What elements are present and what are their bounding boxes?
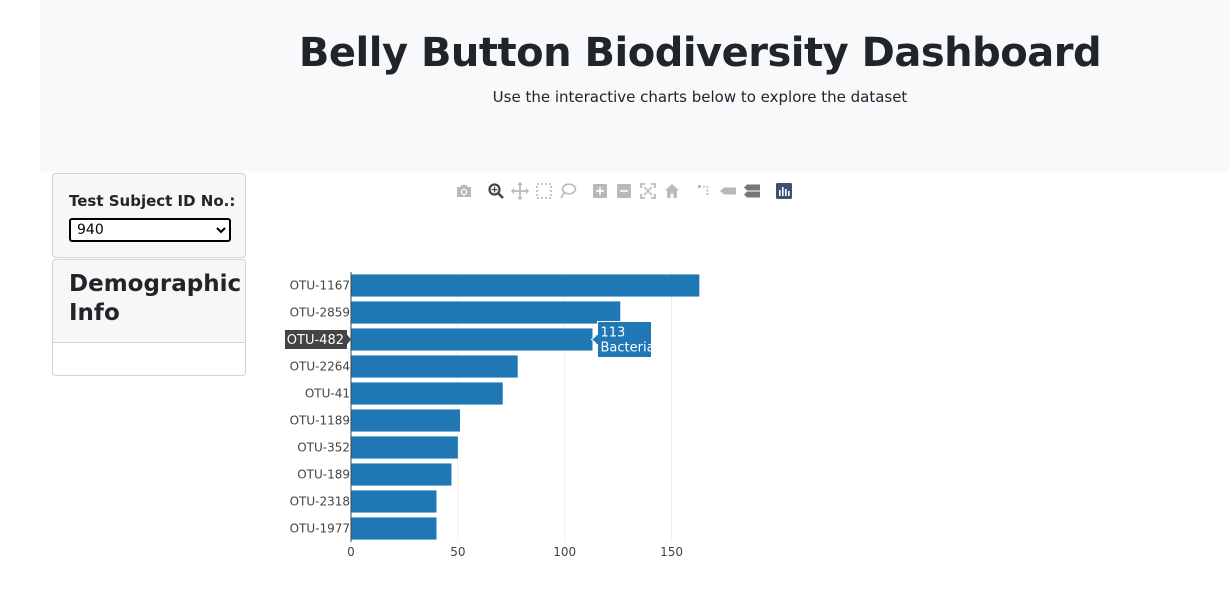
box-select-icon[interactable] [534,180,554,202]
x-tick-label: 150 [660,545,683,559]
x-tick-label: 100 [553,545,576,559]
bar-otu-1167[interactable] [351,274,700,297]
bar-otu-2859[interactable] [351,301,621,324]
subject-id-label: Test Subject ID No.: [69,192,236,210]
demographic-card-header: Demographic Info [53,260,245,343]
hover-tooltip-label: Bacteria [600,341,654,356]
bar-otu-41[interactable] [351,382,503,405]
camera-icon[interactable] [454,180,474,202]
y-tick-label: OTU-2318 [290,495,350,509]
hover-axis-label-arrow [347,334,351,345]
y-tick-label: OTU-1189 [290,414,350,428]
bar-otu-189[interactable] [351,463,452,486]
subject-id-select[interactable]: 940 [69,218,231,242]
y-tick-label: OTU-41 [305,387,350,401]
hover-compare-icon[interactable] [742,180,762,202]
y-tick-label: OTU-1167 [290,279,350,293]
y-tick-label: OTU-2859 [290,306,350,320]
bar-otu-2264[interactable] [351,355,518,378]
hover-axis-label-box [285,330,347,349]
home-icon[interactable] [662,180,682,202]
plotly-modebar [452,180,802,202]
autoscale-icon[interactable] [638,180,658,202]
bar-otu-2318[interactable] [351,490,437,513]
y-tick-label: OTU-2264 [290,360,350,374]
page-title: Belly Button Biodiversity Dashboard [298,30,1102,76]
page-subtitle: Use the interactive charts below to expl… [492,88,908,106]
subject-selector-card: Test Subject ID No.: 940 [52,173,246,258]
bar-otu-352[interactable] [351,436,458,459]
lasso-select-icon[interactable] [558,180,578,202]
x-tick-label: 50 [450,545,465,559]
plotly-logo-icon[interactable] [774,180,794,202]
y-tick-label: OTU-1977 [290,522,350,536]
y-tick-label: OTU-352 [297,441,350,455]
bar-otu-1977[interactable] [351,517,437,540]
y-tick-label: OTU-189 [297,468,350,482]
pan-icon[interactable] [510,180,530,202]
hover-closest-icon[interactable] [718,180,738,202]
zoom-icon[interactable] [486,180,506,202]
zoom-in-icon[interactable] [590,180,610,202]
spike-lines-icon[interactable] [694,180,714,202]
hover-tooltip-join [596,335,599,344]
hover-tooltip-value: 113 [600,326,625,341]
demographic-info-title: Demographic Info [69,271,242,326]
demographic-info-card: Demographic Info [52,259,246,376]
jumbotron-header [40,0,1230,172]
zoom-out-icon[interactable] [614,180,634,202]
bar-otu-1189[interactable] [351,409,460,432]
bar-otu-482[interactable] [351,328,593,351]
hover-tooltip-box [596,321,652,358]
x-tick-label: 0 [347,545,355,559]
hover-axis-label: OTU-482 [287,333,344,348]
